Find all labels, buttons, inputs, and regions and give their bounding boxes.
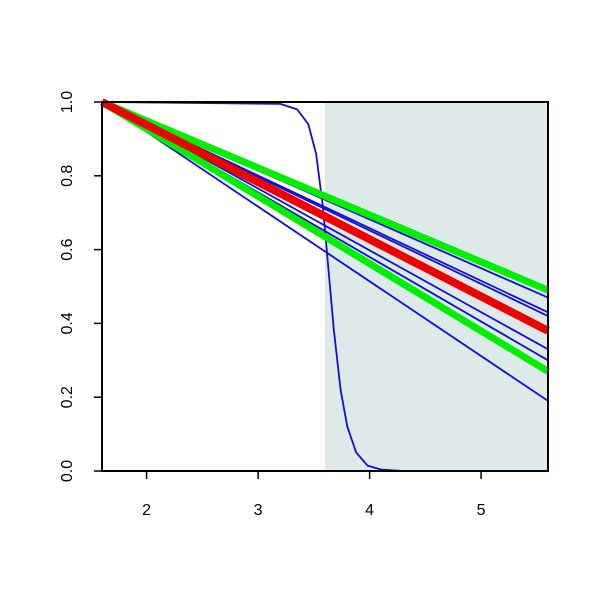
line — [100, 98, 550, 335]
y-tick-label: 0.8 — [59, 165, 76, 187]
y-tick-label: 0.0 — [59, 460, 76, 482]
y-tick-label: 0.4 — [59, 312, 76, 334]
y-tick-label: 0.2 — [59, 386, 76, 408]
x-tick-label: 2 — [142, 502, 151, 519]
line — [100, 99, 550, 375]
y-tick-label: 1.0 — [59, 91, 76, 113]
x-tick-label: 5 — [477, 502, 486, 519]
x-tick-label: 4 — [365, 502, 374, 519]
plot-frame — [101, 101, 549, 472]
line — [101, 101, 549, 402]
line — [100, 98, 550, 294]
y-tick-label: 0.6 — [59, 238, 76, 260]
line — [101, 101, 548, 472]
x-tick-label: 3 — [254, 502, 263, 519]
